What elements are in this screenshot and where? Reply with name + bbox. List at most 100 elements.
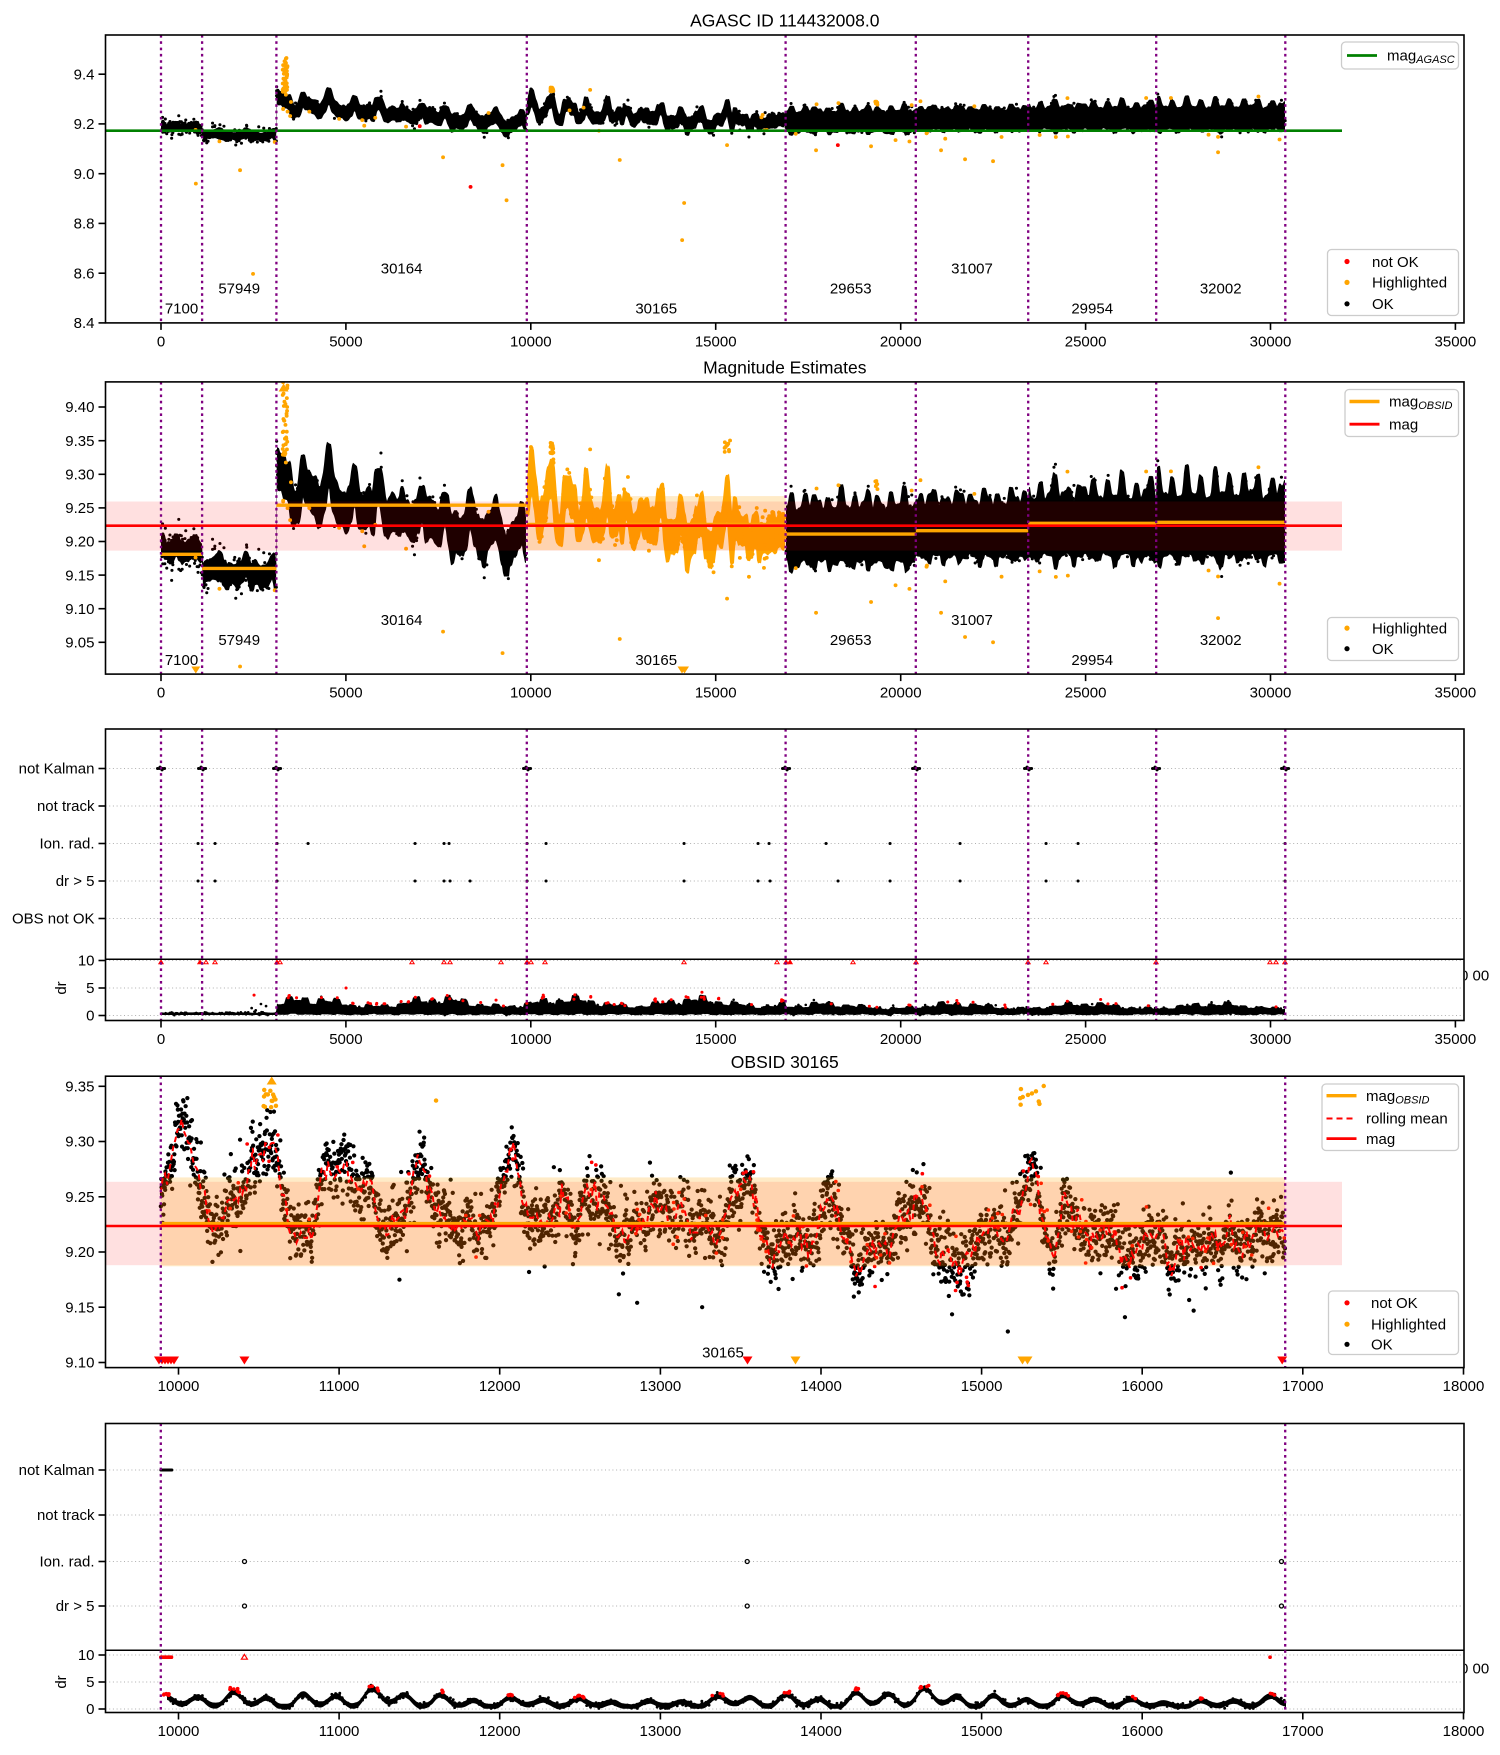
svg-text:dr > 5: dr > 5 [56, 1598, 95, 1615]
svg-text:Magnitude Estimates: Magnitude Estimates [703, 357, 867, 377]
svg-text:OBS not OK: OBS not OK [12, 911, 95, 928]
svg-text:15000: 15000 [695, 333, 737, 350]
svg-text:0: 0 [157, 1031, 165, 1048]
svg-text:8.6: 8.6 [74, 265, 95, 282]
svg-text:dr: dr [53, 981, 70, 994]
svg-text:10000: 10000 [510, 333, 552, 350]
svg-text:dr: dr [53, 1675, 70, 1688]
svg-text:not OK: not OK [1371, 1295, 1418, 1312]
svg-text:20000: 20000 [880, 1031, 922, 1048]
svg-text:not Kalman: not Kalman [19, 1462, 95, 1479]
svg-text:Ion. rad.: Ion. rad. [39, 836, 94, 853]
svg-text:OK: OK [1372, 641, 1394, 658]
svg-text:30000: 30000 [1250, 685, 1292, 702]
svg-text:0: 0 [157, 333, 165, 350]
svg-text:Ion. rad.: Ion. rad. [39, 1554, 94, 1571]
svg-text:11000: 11000 [319, 1723, 360, 1740]
svg-text:13000: 13000 [640, 1378, 682, 1395]
svg-text:9.20: 9.20 [65, 1244, 94, 1261]
svg-text:15000: 15000 [695, 1031, 737, 1048]
svg-text:9.40: 9.40 [65, 399, 94, 416]
svg-text:mag: mag [1366, 1131, 1395, 1148]
svg-text:25000: 25000 [1065, 1031, 1107, 1048]
svg-text:30165: 30165 [635, 301, 677, 318]
svg-text:9.25: 9.25 [65, 1189, 94, 1206]
svg-text:9.35: 9.35 [65, 433, 94, 450]
svg-text:17000: 17000 [1282, 1723, 1324, 1740]
svg-text:11000: 11000 [319, 1378, 360, 1395]
svg-text:10000: 10000 [510, 1031, 552, 1048]
svg-text:Highlighted: Highlighted [1372, 620, 1447, 637]
svg-text:30164: 30164 [381, 261, 423, 278]
svg-text:29954: 29954 [1071, 301, 1113, 318]
svg-text:0: 0 [1460, 968, 1468, 985]
svg-text:31007: 31007 [951, 261, 993, 278]
svg-text:35000: 35000 [1435, 1031, 1477, 1048]
svg-text:5000: 5000 [329, 1031, 362, 1048]
svg-text:9.15: 9.15 [65, 1299, 94, 1316]
svg-text:17000: 17000 [1282, 1378, 1324, 1395]
svg-text:32002: 32002 [1200, 281, 1242, 298]
svg-text:14000: 14000 [800, 1723, 842, 1740]
svg-text:10000: 10000 [510, 685, 552, 702]
svg-text:rolling mean: rolling mean [1366, 1111, 1448, 1128]
svg-text:9.2: 9.2 [74, 116, 95, 133]
svg-text:not track: not track [37, 1507, 95, 1524]
svg-text:30000: 30000 [1250, 1031, 1292, 1048]
svg-text:dr > 5: dr > 5 [56, 873, 95, 890]
svg-text:35000: 35000 [1435, 685, 1477, 702]
svg-text:57949: 57949 [218, 281, 260, 298]
svg-text:9.15: 9.15 [65, 567, 94, 584]
svg-text:57949: 57949 [218, 632, 260, 649]
svg-text:25000: 25000 [1065, 333, 1107, 350]
svg-text:18000: 18000 [1443, 1378, 1485, 1395]
svg-text:5000: 5000 [329, 333, 362, 350]
svg-text:8.4: 8.4 [74, 315, 95, 332]
svg-text:12000: 12000 [479, 1378, 521, 1395]
svg-text:7100: 7100 [165, 652, 198, 669]
svg-text:5: 5 [86, 1674, 94, 1691]
svg-text:16000: 16000 [1121, 1723, 1163, 1740]
svg-text:14000: 14000 [800, 1378, 842, 1395]
svg-text:15000: 15000 [961, 1723, 1003, 1740]
svg-text:Highlighted: Highlighted [1372, 275, 1447, 292]
svg-text:00: 00 [1473, 968, 1490, 985]
svg-text:not Kalman: not Kalman [19, 761, 95, 778]
svg-text:mag: mag [1389, 416, 1418, 433]
svg-text:9.0: 9.0 [74, 166, 95, 183]
svg-text:9.30: 9.30 [65, 1134, 94, 1151]
svg-text:0: 0 [157, 685, 165, 702]
svg-text:not track: not track [37, 798, 95, 815]
svg-text:AGASC ID 114432008.0: AGASC ID 114432008.0 [690, 11, 880, 31]
svg-text:10000: 10000 [158, 1378, 200, 1395]
svg-text:29954: 29954 [1071, 652, 1113, 669]
svg-text:8.8: 8.8 [74, 216, 95, 233]
svg-text:9.30: 9.30 [65, 467, 94, 484]
svg-text:30164: 30164 [381, 612, 423, 629]
svg-text:18000: 18000 [1443, 1723, 1485, 1740]
svg-text:9.20: 9.20 [65, 534, 94, 551]
svg-text:OK: OK [1371, 1337, 1393, 1354]
svg-text:15000: 15000 [695, 685, 737, 702]
svg-text:35000: 35000 [1435, 333, 1477, 350]
svg-text:9.10: 9.10 [65, 601, 94, 618]
svg-text:00: 00 [1473, 1661, 1490, 1678]
svg-text:29653: 29653 [830, 632, 872, 649]
svg-text:9.05: 9.05 [65, 635, 94, 652]
svg-text:0: 0 [1460, 1661, 1468, 1678]
svg-text:30165: 30165 [702, 1345, 744, 1362]
svg-text:30000: 30000 [1250, 333, 1292, 350]
svg-text:31007: 31007 [951, 612, 993, 629]
svg-text:9.35: 9.35 [65, 1079, 94, 1096]
svg-text:10: 10 [78, 953, 95, 970]
svg-text:7100: 7100 [165, 301, 198, 318]
svg-text:OBSID 30165: OBSID 30165 [731, 1052, 839, 1072]
svg-text:0: 0 [86, 1701, 94, 1718]
svg-text:15000: 15000 [961, 1378, 1003, 1395]
svg-text:0: 0 [86, 1008, 94, 1025]
svg-text:5: 5 [86, 980, 94, 997]
svg-text:25000: 25000 [1065, 685, 1107, 702]
svg-text:not OK: not OK [1372, 254, 1419, 271]
svg-text:20000: 20000 [880, 333, 922, 350]
svg-text:5000: 5000 [329, 685, 362, 702]
